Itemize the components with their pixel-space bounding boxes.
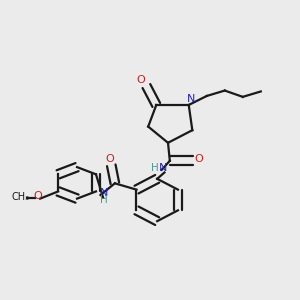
Text: N: N — [159, 163, 167, 173]
Text: O: O — [195, 154, 204, 164]
Text: H: H — [100, 195, 108, 205]
Text: N: N — [100, 188, 108, 198]
Text: N: N — [187, 94, 196, 104]
Text: O: O — [33, 191, 42, 201]
Text: H: H — [151, 163, 159, 173]
Text: CH₃: CH₃ — [12, 192, 30, 202]
Text: O: O — [106, 154, 114, 164]
Text: O: O — [136, 75, 146, 85]
